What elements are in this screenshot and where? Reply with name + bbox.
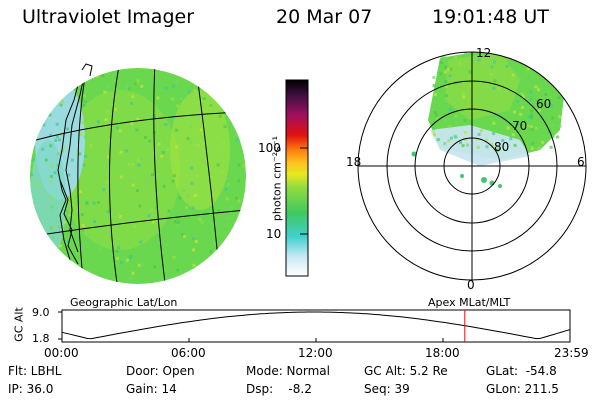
mlt-label-12: 12 [476, 46, 492, 60]
polar-grid [357, 51, 587, 281]
app-title: Ultraviolet Imager [22, 6, 195, 28]
timeline-xtick-0600: 06:00 [171, 346, 206, 360]
timeline-xtick-1800: 18:00 [425, 346, 460, 360]
info-glon: GLon: 211.5 [486, 382, 559, 396]
timeline-xtick-1200: 12:00 [298, 346, 333, 360]
info-gain: Gain: 14 [126, 382, 177, 396]
time-label: 19:01:48 UT [432, 6, 549, 28]
right-panel-caption: Apex MLat/MLT [428, 296, 511, 309]
left-panel-caption: Geographic Lat/Lon [70, 296, 178, 309]
info-gc-alt: GC Alt: 5.2 Re [364, 364, 448, 378]
colorbar-tick-100: 100 [258, 141, 281, 155]
info-glat: GLat: -54.8 [486, 364, 557, 378]
info-ip: IP: 36.0 [8, 382, 54, 396]
info-seq: Seq: 39 [364, 382, 410, 396]
info-filter: Flt: LBHL [8, 364, 62, 378]
geographic-image [30, 68, 246, 284]
colorbar-tick-10: 10 [266, 227, 282, 241]
mlt-label-0: 0 [467, 278, 475, 292]
colorbar [285, 79, 309, 277]
altitude-timeline [61, 309, 571, 343]
timeline-ytick-min: 1.8 [32, 332, 50, 345]
lat-label-60: 60 [536, 97, 552, 111]
polar-image [411, 52, 566, 188]
mlt-label-18: 18 [346, 155, 362, 169]
timeline-axis-label: GC Alt [12, 307, 26, 342]
info-mode: Mode: Normal [246, 364, 330, 378]
mlt-label-6: 6 [577, 155, 585, 169]
lat-label-70: 70 [512, 119, 528, 133]
timeline-xtick-2359: 23:59 [554, 346, 589, 360]
timeline-ytick-max: 9.0 [32, 306, 50, 319]
date-label: 20 Mar 07 [276, 6, 373, 28]
info-door: Door: Open [126, 364, 195, 378]
lat-label-80: 80 [494, 140, 510, 154]
colorbar-label: photon cm⁻²s⁻¹ [270, 135, 284, 222]
timeline-xtick-0000: 00:00 [44, 346, 79, 360]
info-dsp: Dsp: -8.2 [246, 382, 312, 396]
